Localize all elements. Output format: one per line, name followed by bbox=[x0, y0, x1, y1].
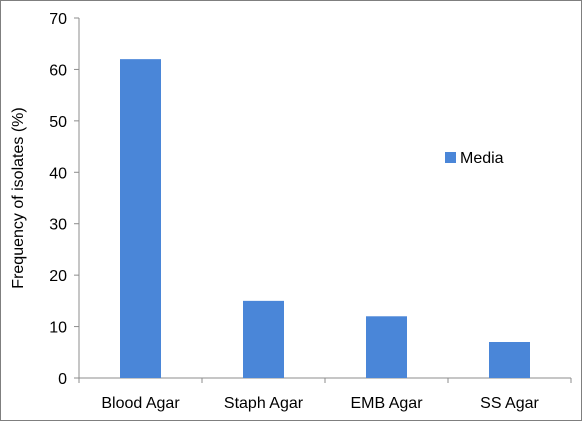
x-axis: Blood Agar Staph Agar EMB Agar SS Agar bbox=[78, 377, 572, 412]
legend: Media bbox=[445, 150, 504, 167]
y-tick-label: 10 bbox=[49, 320, 67, 337]
legend-label-media: Media bbox=[460, 150, 504, 167]
legend-swatch-media bbox=[445, 152, 456, 163]
y-tick-label: 50 bbox=[49, 114, 67, 131]
bar-staph-agar bbox=[243, 300, 284, 378]
y-tick-label: 30 bbox=[49, 217, 67, 234]
y-tick-label: 0 bbox=[58, 371, 67, 388]
x-tick-label: EMB Agar bbox=[350, 395, 423, 412]
x-tick-label: SS Agar bbox=[480, 395, 539, 412]
y-tick-label: 70 bbox=[49, 11, 67, 28]
x-tick-label: Staph Agar bbox=[224, 395, 304, 412]
bar-emb-agar bbox=[366, 316, 407, 378]
y-axis: 0 10 20 30 40 50 60 70 bbox=[49, 11, 80, 388]
y-tick-label: 20 bbox=[49, 268, 67, 285]
x-tick-label: Blood Agar bbox=[101, 395, 180, 412]
bars bbox=[120, 59, 530, 379]
bar-blood-agar bbox=[120, 59, 161, 379]
y-axis-title: Frequency of isolates (%) bbox=[10, 107, 27, 288]
y-tick-label: 60 bbox=[49, 62, 67, 79]
bar-ss-agar bbox=[489, 342, 530, 378]
y-tick-label: 40 bbox=[49, 165, 67, 182]
